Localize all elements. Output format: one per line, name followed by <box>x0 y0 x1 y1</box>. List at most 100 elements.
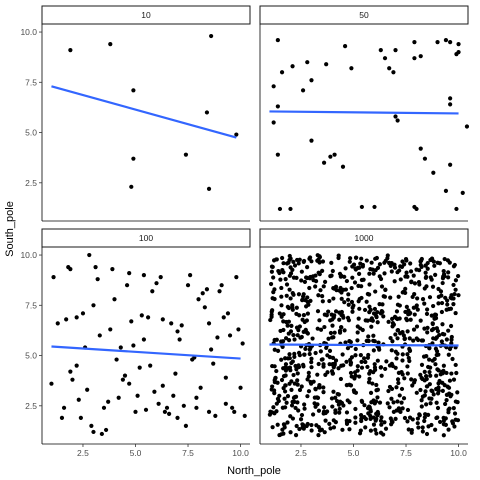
data-point <box>423 270 428 275</box>
data-point <box>433 272 438 277</box>
data-point <box>423 275 428 280</box>
data-point <box>223 401 228 406</box>
data-point <box>282 422 287 427</box>
data-point <box>89 423 94 429</box>
data-point <box>447 378 453 383</box>
data-point <box>369 400 374 405</box>
data-point <box>422 369 427 375</box>
data-point <box>311 278 316 283</box>
data-point <box>429 313 434 318</box>
data-point <box>370 267 375 272</box>
data-point <box>194 405 199 410</box>
data-point <box>431 392 436 397</box>
data-point <box>436 352 441 357</box>
data-point <box>406 308 411 313</box>
data-point <box>49 381 54 386</box>
data-point <box>340 164 346 169</box>
data-point <box>348 362 353 367</box>
data-point <box>223 375 228 380</box>
data-point <box>401 333 406 338</box>
y-tick-label: 2.5 <box>25 401 37 411</box>
data-point <box>448 39 453 45</box>
data-point <box>268 317 273 323</box>
data-point <box>297 426 302 432</box>
data-point <box>206 321 212 326</box>
data-point <box>348 370 354 376</box>
data-point <box>333 420 338 425</box>
x-tick-label: 2.5 <box>77 448 89 458</box>
data-point <box>425 266 430 271</box>
data-point <box>309 428 314 433</box>
data-point <box>337 271 343 276</box>
data-point <box>405 274 410 279</box>
data-point <box>344 418 349 423</box>
data-point <box>274 257 279 262</box>
data-point <box>320 299 325 304</box>
data-point <box>317 318 322 323</box>
data-point <box>137 365 142 370</box>
data-point <box>369 324 374 329</box>
data-point <box>225 311 231 316</box>
data-point <box>284 293 289 298</box>
data-point <box>439 339 444 344</box>
data-point <box>366 352 371 358</box>
data-point <box>355 368 360 373</box>
data-point <box>120 377 125 382</box>
data-point <box>394 356 399 361</box>
data-point <box>133 409 138 414</box>
data-point <box>346 318 351 323</box>
data-point <box>398 277 403 282</box>
facet-panel-1000: 1000 2.5 5.0 7.5 10.0 <box>259 228 469 458</box>
data-point <box>361 356 367 361</box>
data-point <box>350 264 355 269</box>
data-point <box>423 412 428 417</box>
data-point <box>431 303 436 309</box>
data-point <box>387 66 392 71</box>
data-point <box>382 56 388 61</box>
data-point <box>353 420 358 425</box>
data-point <box>378 276 384 282</box>
data-point <box>141 337 146 342</box>
data-point <box>327 298 332 304</box>
data-point <box>291 395 297 400</box>
facet-panel-10: 10 2.5 5.0 7.5 10.0 <box>20 5 251 222</box>
data-point <box>435 405 441 411</box>
data-point <box>389 386 395 392</box>
data-point <box>424 311 430 316</box>
data-point <box>288 329 294 334</box>
data-point <box>240 341 245 346</box>
data-point <box>433 346 439 351</box>
facet-panels: 10 2.5 5.0 7.5 10.0 50 100 2.5 5.0 7.5 10.0 2.5 5.0 7… <box>20 5 470 458</box>
data-point <box>397 303 402 308</box>
data-point <box>323 372 328 377</box>
data-point <box>430 257 435 263</box>
data-point <box>425 325 430 330</box>
data-point <box>217 289 222 294</box>
data-point <box>352 376 357 381</box>
data-point <box>379 284 385 289</box>
data-point <box>374 313 379 319</box>
data-point <box>337 288 342 293</box>
data-point <box>454 370 459 376</box>
data-point <box>280 255 285 261</box>
facet-strip-label: 10 <box>141 10 151 20</box>
data-point <box>333 358 339 363</box>
data-point <box>405 419 410 424</box>
data-point <box>430 284 436 289</box>
data-point <box>106 399 111 404</box>
data-point <box>232 409 237 414</box>
data-point <box>330 335 335 340</box>
y-tick-label: 7.5 <box>25 77 37 87</box>
data-point <box>196 297 201 302</box>
data-point <box>279 377 285 383</box>
data-point <box>456 50 461 55</box>
data-point <box>349 299 355 305</box>
data-point <box>204 110 210 115</box>
data-point <box>279 285 284 291</box>
data-point <box>420 394 425 399</box>
data-point <box>277 206 283 212</box>
data-point <box>316 293 321 298</box>
data-point <box>309 381 314 386</box>
data-point <box>286 305 291 311</box>
data-point <box>338 376 344 382</box>
